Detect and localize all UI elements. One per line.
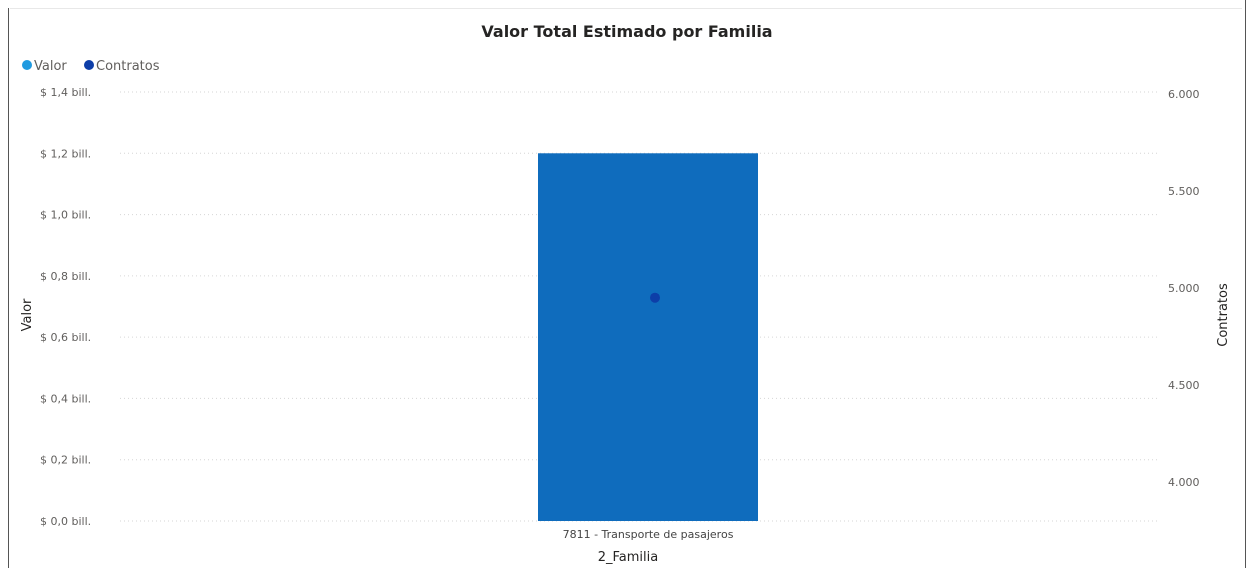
x-tick-label: 7811 - Transporte de pasajeros [563,528,734,541]
legend-label-valor: Valor [34,59,67,74]
x-axis-title: 2_Familia [598,550,659,565]
bar-series [538,153,758,522]
y-tick-label: $ 0,6 bill. [40,331,91,344]
y-tick-label: $ 0,4 bill. [40,392,91,405]
point-series [650,292,660,303]
y-axis-right: 6.000 5.500 5.000 4.500 4.000 [1168,88,1200,489]
y2-tick-label: 5.000 [1168,282,1200,295]
visual-right-border [1245,0,1246,568]
y2-tick-label: 6.000 [1168,88,1200,101]
y-tick-label: $ 1,4 bill. [40,86,91,99]
y-tick-label: $ 0,8 bill. [40,270,91,283]
y2-tick-label: 5.500 [1168,185,1200,198]
y-tick-label: $ 1,0 bill. [40,209,91,222]
visual-top-border [10,8,1242,9]
chart-legend[interactable]: Valor Contratos [22,59,160,74]
visual-left-border [8,8,9,568]
x-axis: 7811 - Transporte de pasajeros [563,528,734,541]
y-tick-label: $ 1,2 bill. [40,147,91,160]
y2-axis-title: Contratos [1216,283,1231,347]
y2-tick-label: 4.500 [1168,379,1200,392]
y-axis-title: Valor [20,298,35,331]
legend-label-contratos: Contratos [96,59,160,74]
y2-tick-label: 4.000 [1168,476,1200,489]
y-axis-left: $ 1,4 bill. $ 1,2 bill. $ 1,0 bill. $ 0,8 b… [40,86,91,528]
y-tick-label: $ 0,0 bill. [40,515,91,528]
legend-marker-valor [22,60,32,70]
y-tick-label: $ 0,2 bill. [40,454,91,467]
point-contratos [650,292,660,303]
legend-marker-contratos [84,60,94,70]
bar-valor [538,153,758,522]
chart-title: Valor Total Estimado por Familia [481,22,772,41]
